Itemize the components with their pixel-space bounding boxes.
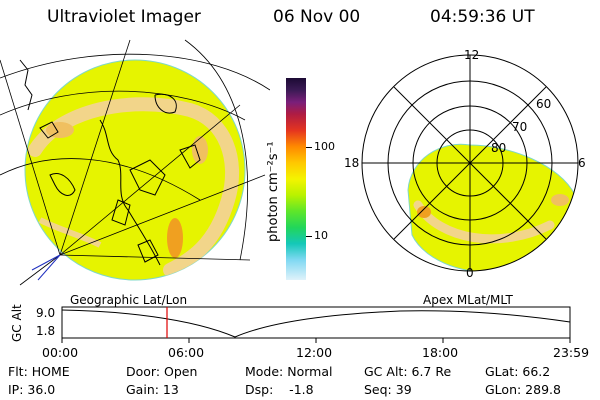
- geographic-latitude: GLat: 66.2: [485, 364, 551, 379]
- altitude-curve: [61, 309, 571, 338]
- timeline-frame: [61, 306, 571, 339]
- magnetic-projection-title: Apex MLat/MLT: [423, 293, 513, 307]
- lat-lon-grid: [0, 39, 270, 286]
- emission-hotspot: [417, 206, 431, 218]
- mlat-ring-label: 70: [512, 120, 528, 134]
- sequence-number: Seq: 39: [364, 382, 412, 397]
- flight-mode: Flt: HOME: [8, 364, 70, 379]
- terminator-marker: [31, 254, 61, 281]
- colorbar-tick: [306, 147, 312, 148]
- time-tick-label: 06:00: [168, 345, 205, 360]
- instrument-title: Ultraviolet Imager: [47, 7, 201, 27]
- mlat-ring-label: 80: [491, 141, 507, 155]
- auroral-oval-ridge: [28, 97, 239, 277]
- time-tick-label: 18:00: [422, 345, 459, 360]
- geographic-longitude: GLon: 289.8: [485, 382, 561, 397]
- colorbar-tick-label: 10: [314, 229, 328, 242]
- emission-patch: [192, 136, 208, 164]
- geographic-image: [0, 39, 270, 286]
- observation-time: 04:59:36 UT: [430, 7, 535, 27]
- mlat-ring-label: 60: [536, 97, 552, 111]
- time-tick-label: 12:00: [296, 345, 333, 360]
- geographic-projection-title: Geographic Lat/Lon: [70, 293, 188, 307]
- emission-hotspot: [167, 218, 183, 258]
- dsp-value: Dsp: -1.8: [245, 382, 314, 397]
- emission-patch: [46, 122, 74, 138]
- mlt-label-noon: 12: [464, 48, 480, 62]
- gc-altitude: GC Alt: 6.7 Re: [364, 364, 452, 379]
- colorbar-tick: [306, 236, 312, 237]
- altitude-axis-label: GC Alt: [10, 304, 24, 342]
- altitude-min-label: 1.8: [36, 324, 56, 338]
- altitude-max-label: 9.0: [36, 306, 56, 320]
- mlt-label-dawn: 6: [578, 156, 586, 170]
- polar-mlt-plot: [361, 54, 579, 272]
- polar-grid: [361, 54, 579, 272]
- mlt-label-midnight: 0: [466, 266, 474, 280]
- time-tick-label: 00:00: [42, 345, 79, 360]
- colorbar-unit-label: photon cm⁻²s⁻¹: [266, 141, 281, 242]
- mlt-label-dusk: 18: [344, 156, 360, 170]
- observation-date: 06 Nov 00: [273, 7, 361, 27]
- altitude-timeline: [61, 306, 571, 343]
- door-status: Door: Open: [126, 364, 198, 379]
- time-tick-label: 23:59: [553, 345, 590, 360]
- emission-patch: [551, 194, 569, 206]
- colorbar-tick-label: 100: [314, 140, 335, 153]
- ip-value: IP: 36.0: [8, 382, 56, 397]
- instrument-mode: Mode: Normal: [245, 364, 333, 379]
- gain-value: Gain: 13: [126, 382, 179, 397]
- intensity-colorbar: [286, 78, 306, 280]
